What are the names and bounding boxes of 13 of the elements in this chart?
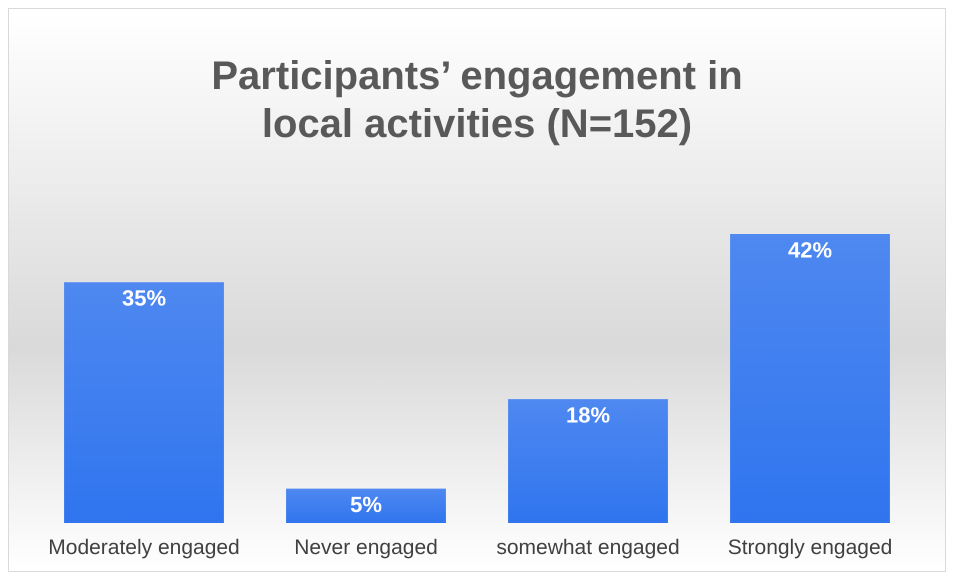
- bar: [64, 282, 224, 523]
- x-tick-label: somewhat engaged: [496, 536, 680, 559]
- data-label: 35%: [122, 286, 166, 311]
- data-label: 42%: [788, 238, 832, 263]
- data-label: 18%: [566, 402, 610, 428]
- x-tick-label: Strongly engaged: [728, 536, 892, 559]
- bar: [286, 488, 446, 523]
- bar: [508, 399, 668, 523]
- x-tick-label: Moderately engaged: [48, 536, 240, 559]
- chart-title: Participants’ engagement in local activities (N=152): [211, 54, 743, 146]
- bar: [730, 234, 890, 523]
- data-label: 5%: [350, 492, 382, 518]
- x-tick-label: Never engaged: [294, 536, 438, 559]
